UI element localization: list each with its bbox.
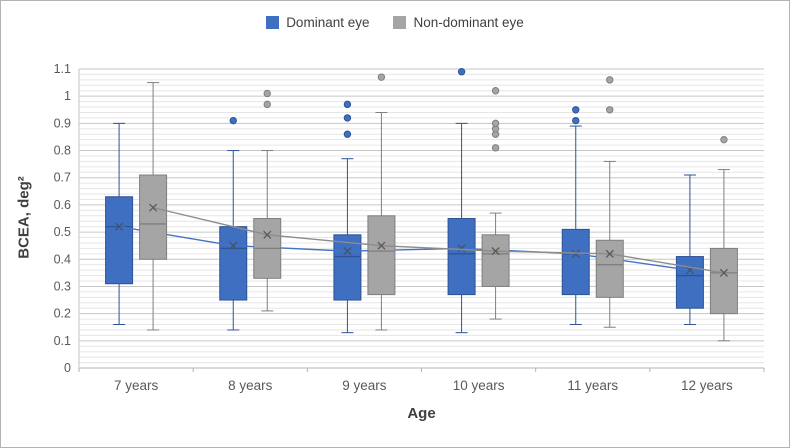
x-tick-label: 11 years xyxy=(567,378,618,393)
box-dominant xyxy=(219,226,248,301)
outlier-point xyxy=(572,106,580,114)
outlier-point xyxy=(606,106,614,114)
outlier-point xyxy=(491,87,500,95)
y-tick-label: 0.2 xyxy=(54,307,71,321)
y-tick-label: 0.6 xyxy=(54,198,71,212)
legend-label-non-dominant-eye: Non-dominant eye xyxy=(413,15,524,30)
mean-marker xyxy=(263,230,272,239)
mean-marker xyxy=(491,247,500,256)
x-tick-label: 9 years xyxy=(342,378,387,393)
legend-item-dominant-eye: Dominant eye xyxy=(266,15,369,30)
box-dominant xyxy=(447,218,476,296)
outlier-point xyxy=(343,130,352,138)
series-non-dominant xyxy=(139,73,738,342)
mean-marker xyxy=(343,247,352,256)
y-tick-label: 0.9 xyxy=(54,116,71,130)
outlier-point xyxy=(491,144,500,152)
y-tick-label: 1 xyxy=(64,89,71,103)
outlier-point xyxy=(572,116,580,125)
mean-marker xyxy=(229,241,238,250)
outlier-point xyxy=(343,114,352,122)
mean-marker xyxy=(149,203,158,212)
x-axis-title: Age xyxy=(407,405,436,422)
y-tick-label: 0 xyxy=(64,361,71,375)
gridlines xyxy=(78,68,764,369)
box-non-dominant xyxy=(595,239,624,298)
outlier-point xyxy=(263,89,271,98)
y-tick-label: 0.1 xyxy=(54,334,71,348)
legend-swatch-dominant-eye xyxy=(266,16,280,29)
box-dominant xyxy=(333,234,362,301)
box-non-dominant xyxy=(481,234,510,287)
x-tick-labels: 7 years 8 years 9 years 10 years 11 years 12 … xyxy=(78,368,765,393)
outlier-point xyxy=(343,100,352,109)
x-tick-label: 12 years xyxy=(681,378,733,393)
outlier-point xyxy=(720,135,728,144)
legend: Dominant eye Non-dominant eye xyxy=(1,15,789,30)
mean-marker xyxy=(457,244,466,253)
y-tick-label: 0.3 xyxy=(54,279,71,293)
y-tick-label: 0.4 xyxy=(54,252,71,266)
outlier-point xyxy=(263,100,271,109)
y-tick-label: 0.5 xyxy=(54,225,71,239)
series-dominant xyxy=(105,68,704,334)
box-non-dominant xyxy=(367,215,396,296)
box-non-dominant xyxy=(139,174,168,260)
outlier-point xyxy=(606,76,614,84)
y-tick-label: 0.8 xyxy=(54,144,71,158)
legend-swatch-non-dominant-eye xyxy=(393,16,407,29)
mean-line xyxy=(118,225,691,271)
outlier-point xyxy=(229,116,237,125)
y-tick-labels: 0 0.1 0.2 0.3 0.4 0.5 0.6 0.7 0.8 0.9 1 1.1 xyxy=(54,62,71,375)
mean-marker xyxy=(605,249,614,258)
x-tick-label: 10 years xyxy=(453,378,505,393)
x-tick-label: 8 years xyxy=(228,378,273,393)
mean-marker xyxy=(115,222,124,231)
box-dominant xyxy=(561,228,590,296)
mean-line xyxy=(152,206,725,274)
outlier-point xyxy=(457,68,466,76)
x-tick-label: 7 years xyxy=(114,378,159,393)
y-tick-label: 1.1 xyxy=(54,62,71,76)
legend-label-dominant-eye: Dominant eye xyxy=(286,15,370,30)
legend-item-non-dominant-eye: Non-dominant eye xyxy=(393,15,524,30)
box-non-dominant xyxy=(709,247,738,315)
mean-marker xyxy=(571,249,580,258)
box-dominant xyxy=(675,256,704,309)
mean-marker xyxy=(377,241,386,250)
outlier-point xyxy=(491,119,500,128)
outlier-point xyxy=(377,73,386,81)
mean-marker xyxy=(719,268,728,277)
box-dominant xyxy=(105,196,134,285)
y-tick-label: 0.7 xyxy=(54,171,71,185)
